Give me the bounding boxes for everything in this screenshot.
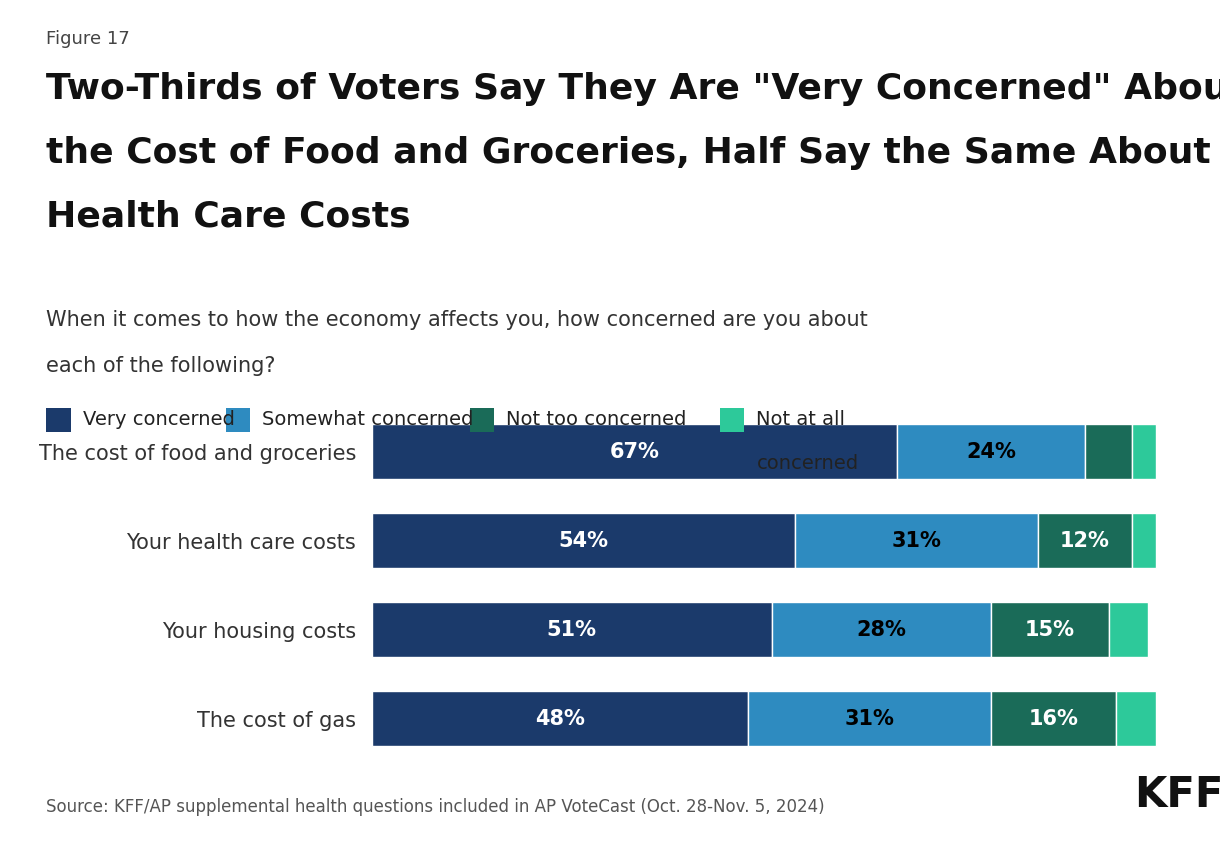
Text: 16%: 16% [1028,709,1078,728]
Bar [795,513,1038,568]
Bar [372,513,795,568]
Bar [1116,691,1155,746]
Bar [372,602,772,657]
Text: the Cost of Food and Groceries, Half Say the Same About: the Cost of Food and Groceries, Half Say… [46,136,1211,170]
Bar [748,691,991,746]
Text: Not at all: Not at all [756,410,845,429]
Text: 31%: 31% [844,709,894,728]
Bar [1109,602,1148,657]
Text: Very concerned: Very concerned [83,410,234,429]
Bar [991,602,1109,657]
Text: KFF: KFF [1135,773,1220,816]
Text: 54%: 54% [559,531,609,550]
Text: 48%: 48% [536,709,586,728]
Text: 67%: 67% [610,442,660,461]
Text: Figure 17: Figure 17 [46,30,131,47]
Bar [991,691,1116,746]
Text: Health Care Costs: Health Care Costs [46,199,411,233]
Bar [372,424,897,479]
Bar [1132,513,1155,568]
Text: 31%: 31% [892,531,942,550]
Text: 15%: 15% [1025,620,1075,639]
Bar [772,602,991,657]
Text: Not too concerned: Not too concerned [506,410,687,429]
Text: 24%: 24% [966,442,1016,461]
Bar [1085,424,1132,479]
Text: concerned: concerned [756,455,859,473]
Text: Source: KFF/AP supplemental health questions included in AP VoteCast (Oct. 28-No: Source: KFF/AP supplemental health quest… [46,798,825,816]
Bar [897,424,1085,479]
Text: When it comes to how the economy affects you, how concerned are you about: When it comes to how the economy affects… [46,310,869,330]
Text: each of the following?: each of the following? [46,356,276,377]
Text: 51%: 51% [547,620,597,639]
Text: 28%: 28% [856,620,906,639]
Text: Two-Thirds of Voters Say They Are "Very Concerned" About: Two-Thirds of Voters Say They Are "Very … [46,72,1220,106]
Bar [372,691,748,746]
Text: Somewhat concerned: Somewhat concerned [262,410,473,429]
Bar [1132,424,1155,479]
Text: 12%: 12% [1060,531,1110,550]
Bar [1038,513,1132,568]
